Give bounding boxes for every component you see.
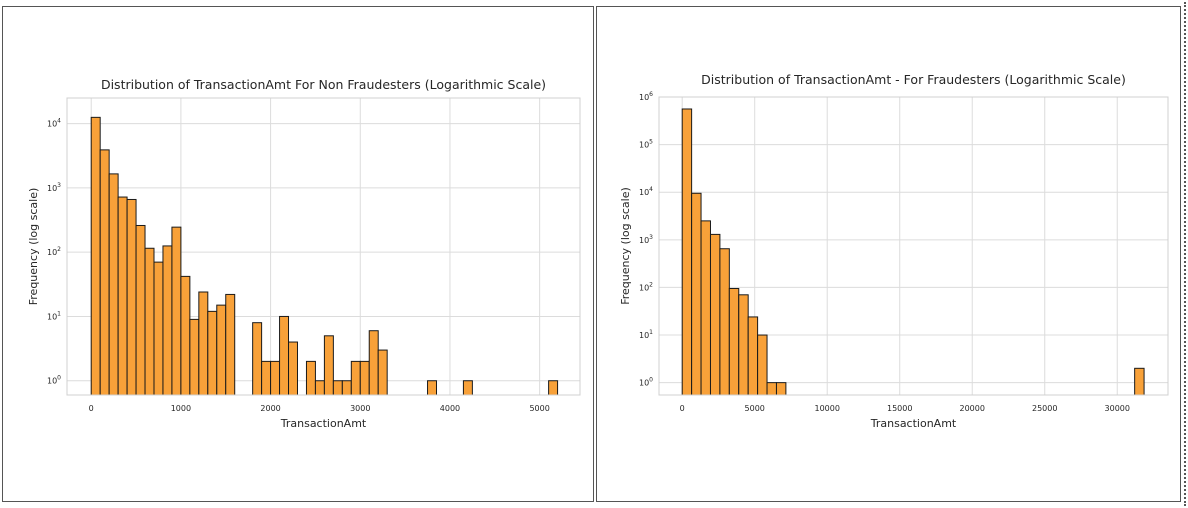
histogram-bar <box>261 360 272 396</box>
y-tick-label: 100 <box>639 377 653 388</box>
histogram-bar <box>323 335 334 396</box>
histogram-bar <box>775 382 787 396</box>
x-tick-label: 1000 <box>171 404 191 413</box>
histogram-bar <box>314 380 325 396</box>
histogram-bar <box>368 330 379 396</box>
y-tick-label: 104 <box>47 118 61 129</box>
x-tick-label: 15000 <box>887 404 912 413</box>
histogram-bar <box>700 220 711 396</box>
y-axis-label: Frequency (log scale) <box>27 188 40 306</box>
y-tick-label: 106 <box>639 91 653 102</box>
histogram-bar <box>225 293 236 396</box>
y-tick-label: 103 <box>639 234 653 245</box>
plot-frame <box>658 96 1169 396</box>
histogram-bar <box>462 380 473 396</box>
chart-fraudsters: 0 5000 10000 15000 20000 25000 30000 100 101 102 1… <box>619 72 1169 430</box>
histogram-bar <box>305 360 316 396</box>
histogram-bar <box>90 116 101 396</box>
y-axis-label: Frequency (log scale) <box>619 187 632 305</box>
y-tick-label: 103 <box>47 182 61 193</box>
histogram-bar <box>144 247 155 396</box>
y-tick-label: 102 <box>639 281 653 292</box>
x-tick-label: 5000 <box>745 404 765 413</box>
histogram-bar <box>279 315 290 396</box>
histogram-bar <box>709 233 721 396</box>
x-tick-label: 0 <box>680 404 685 413</box>
histogram-bar <box>747 316 759 396</box>
x-axis-label: TransactionAmt <box>280 417 367 430</box>
dotted-scroll-edge <box>1184 2 1186 506</box>
x-tick-label: 5000 <box>529 404 549 413</box>
histogram-bar <box>189 318 200 396</box>
histogram-bar <box>288 341 298 396</box>
histogram-bar <box>108 173 119 396</box>
histogram-bar <box>757 334 768 396</box>
histogram-bar <box>766 382 777 396</box>
x-tick-label: 3000 <box>350 404 370 413</box>
x-tick-label: 4000 <box>440 404 460 413</box>
histogram-bar <box>180 275 191 396</box>
histogram-bar <box>135 224 146 396</box>
histogram-bar <box>341 380 352 396</box>
x-tick-label: 0 <box>89 404 94 413</box>
x-tick-label: 25000 <box>1032 404 1057 413</box>
histogram-bar <box>1134 367 1145 396</box>
chart-title: Distribution of TransactionAmt - For Fra… <box>701 72 1126 87</box>
histogram-bar <box>359 360 370 396</box>
histogram-bar <box>270 360 281 396</box>
histogram-bar <box>252 322 263 396</box>
chart-title: Distribution of TransactionAmt For Non F… <box>101 77 546 92</box>
histogram-bar <box>126 198 137 396</box>
histogram-bar <box>350 360 361 396</box>
y-tick-label: 101 <box>639 329 653 340</box>
histogram-bar <box>332 380 343 396</box>
histogram-bar <box>117 196 128 396</box>
histogram-bar <box>216 304 227 396</box>
y-tick-label: 100 <box>47 375 61 386</box>
histogram-bar <box>198 291 209 396</box>
histogram-bar <box>162 245 173 396</box>
histogram-bar <box>377 349 388 396</box>
x-tick-label: 30000 <box>1105 404 1130 413</box>
histogram-bar <box>738 294 749 396</box>
histogram-bar <box>719 248 730 396</box>
histogram-bar <box>207 310 218 396</box>
y-tick-label: 102 <box>47 246 61 257</box>
histogram-bar <box>427 380 438 396</box>
histogram-bar <box>99 149 110 396</box>
x-tick-label: 2000 <box>260 404 280 413</box>
y-tick-label: 101 <box>47 310 61 321</box>
histogram-bar <box>171 226 182 396</box>
y-tick-label: 105 <box>639 139 653 150</box>
x-tick-label: 20000 <box>960 404 985 413</box>
x-axis-label: TransactionAmt <box>870 417 957 430</box>
histogram-bar <box>681 108 693 396</box>
histogram-bar <box>691 192 702 396</box>
histogram-bar <box>153 261 164 396</box>
y-tick-label: 104 <box>639 186 653 197</box>
plot-frame <box>66 97 581 396</box>
histogram-bar <box>728 287 740 396</box>
x-tick-label: 10000 <box>814 404 839 413</box>
histogram-bar <box>548 380 559 396</box>
chart-non-fraudsters: 0 1000 2000 3000 4000 5000 100 101 102 103 104 Dis… <box>27 77 581 430</box>
